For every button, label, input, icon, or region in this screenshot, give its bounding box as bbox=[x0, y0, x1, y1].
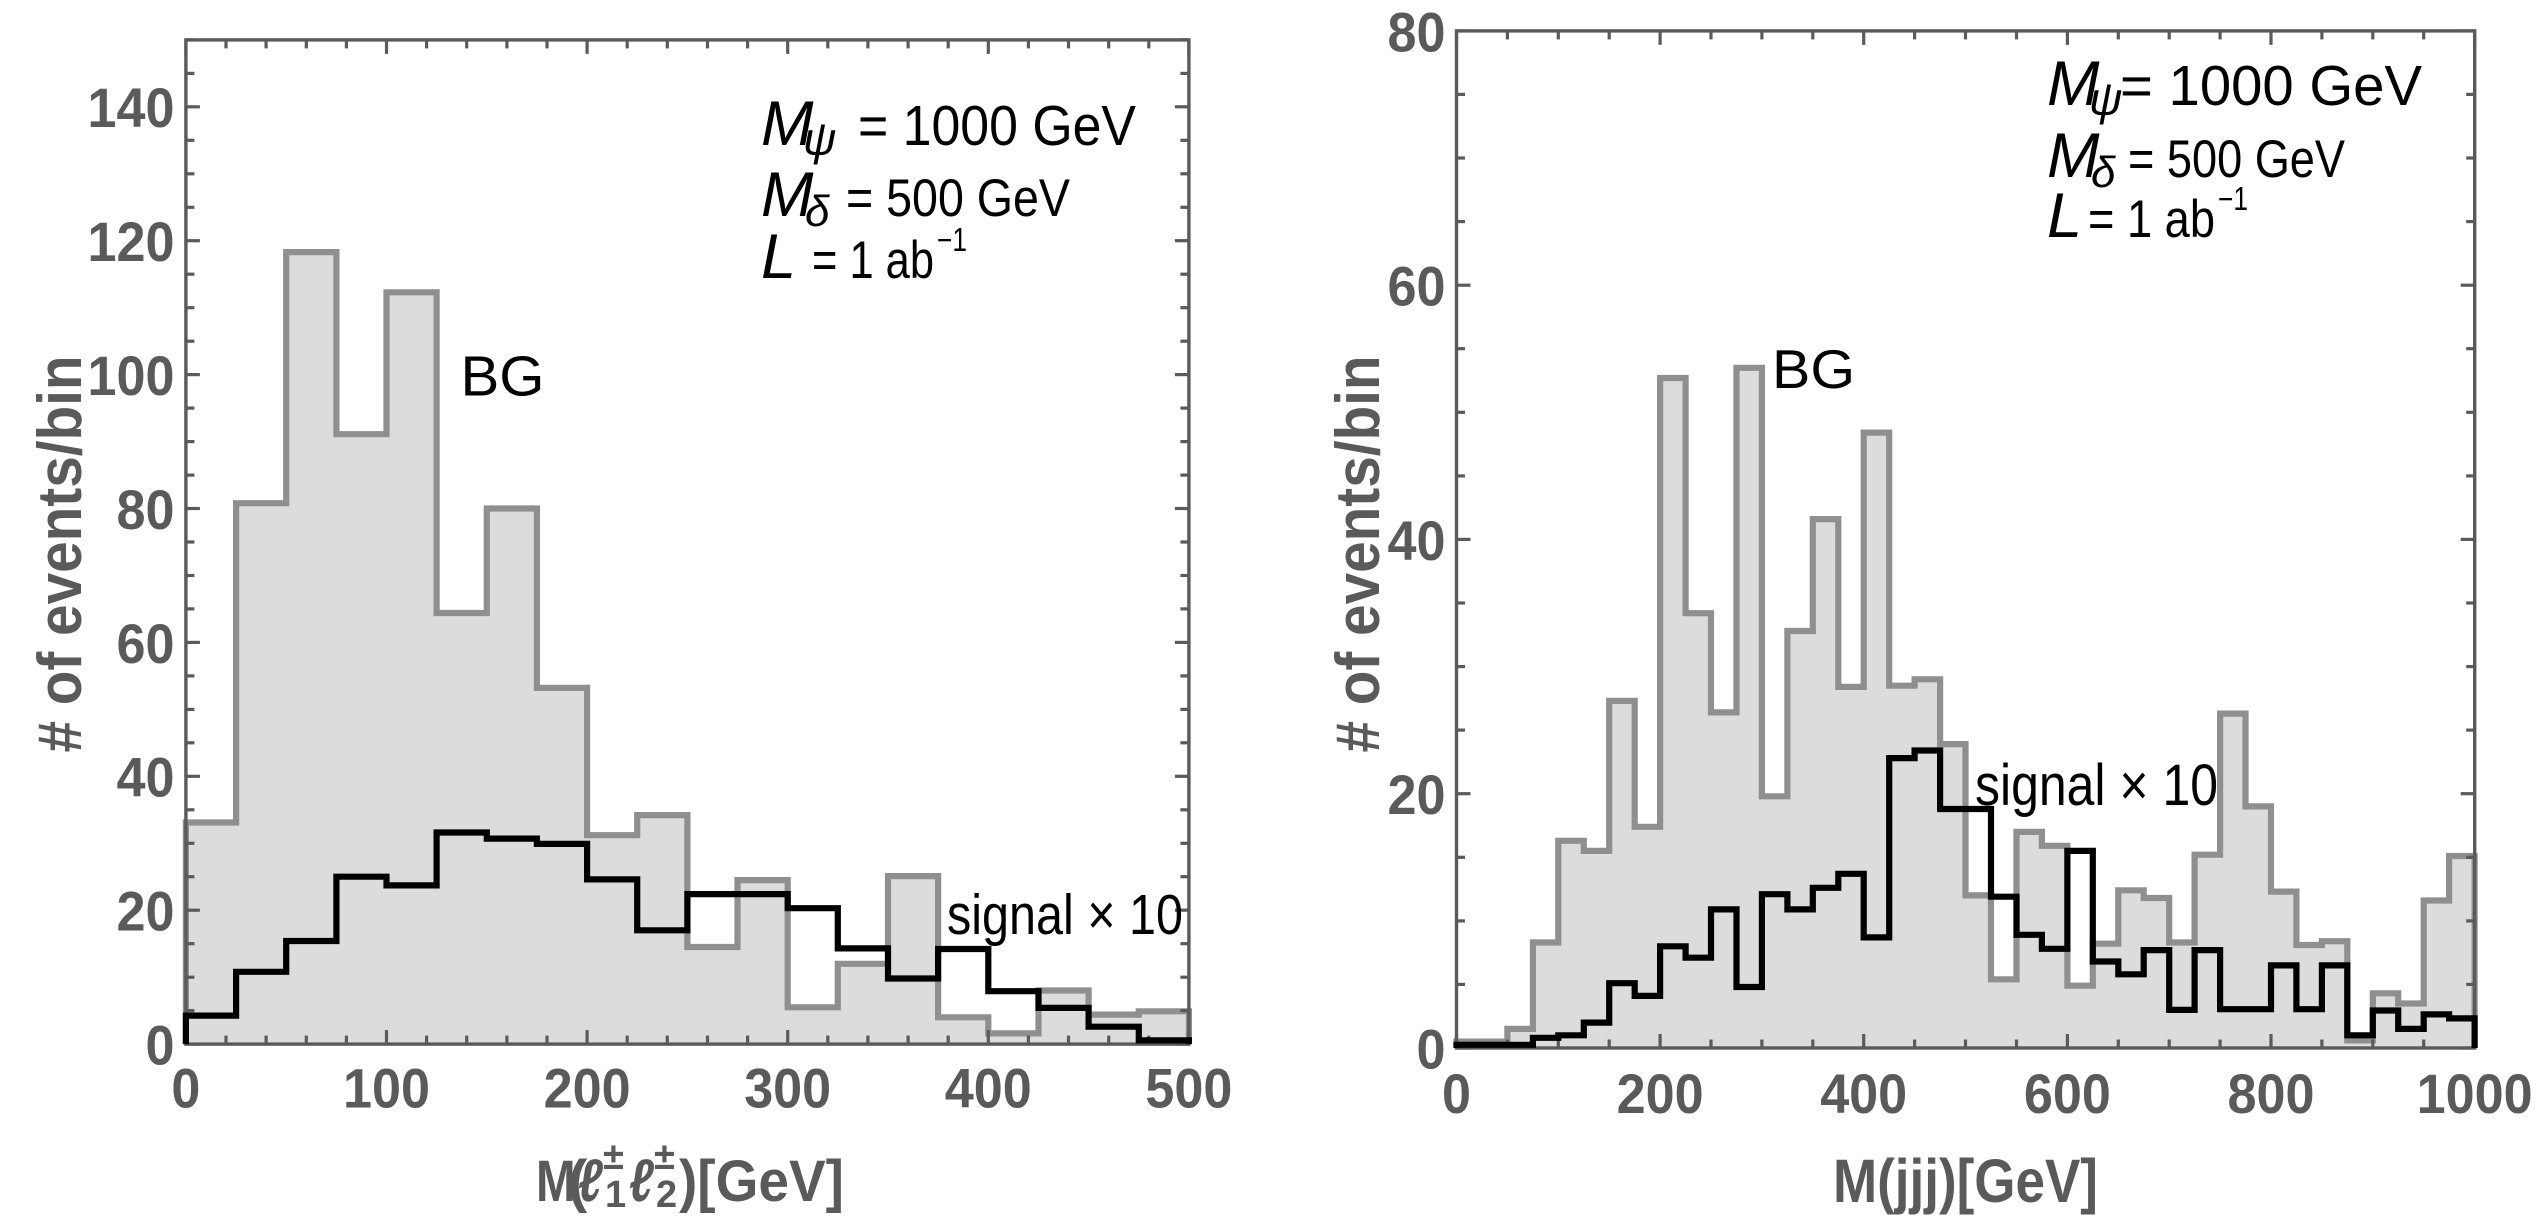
svg-text:120: 120 bbox=[88, 210, 175, 273]
svg-text:BG: BG bbox=[461, 345, 545, 409]
svg-text:80: 80 bbox=[1388, 0, 1446, 63]
svg-text:500: 500 bbox=[1145, 1057, 1232, 1120]
svg-text:400: 400 bbox=[1820, 1062, 1907, 1125]
svg-text:# of events/bin: # of events/bin bbox=[25, 355, 95, 752]
svg-text:20: 20 bbox=[117, 880, 175, 943]
svg-text:δ: δ bbox=[805, 187, 830, 236]
svg-text:L: L bbox=[2047, 181, 2082, 251]
svg-text:300: 300 bbox=[744, 1057, 831, 1120]
svg-text:BG: BG bbox=[1772, 338, 1855, 400]
svg-text:(: ( bbox=[568, 1149, 588, 1214]
svg-text:1000: 1000 bbox=[2417, 1062, 2533, 1125]
svg-text:M: M bbox=[761, 89, 814, 159]
svg-text:M: M bbox=[2047, 121, 2100, 191]
svg-text:60: 60 bbox=[1388, 255, 1446, 318]
svg-text:±: ± bbox=[654, 1136, 675, 1178]
svg-text:= 1 ab: = 1 ab bbox=[2088, 190, 2215, 249]
svg-text:M: M bbox=[536, 1150, 576, 1215]
svg-text:1: 1 bbox=[605, 1174, 626, 1216]
svg-text:= 500 GeV: = 500 GeV bbox=[2128, 130, 2346, 189]
svg-text:20: 20 bbox=[1388, 763, 1446, 826]
svg-text:signal × 10: signal × 10 bbox=[947, 883, 1183, 947]
svg-text:40: 40 bbox=[117, 746, 175, 809]
svg-text:ψ: ψ bbox=[803, 113, 836, 165]
svg-text:0: 0 bbox=[171, 1057, 200, 1120]
svg-text:40: 40 bbox=[1388, 509, 1446, 572]
svg-text:80: 80 bbox=[117, 478, 175, 541]
svg-text:100: 100 bbox=[88, 344, 175, 407]
svg-text:L: L bbox=[761, 222, 796, 292]
svg-text:0: 0 bbox=[146, 1014, 175, 1077]
svg-text:)[GeV]: )[GeV] bbox=[679, 1149, 844, 1214]
svg-text:0: 0 bbox=[1442, 1062, 1471, 1125]
svg-text:−1: −1 bbox=[2218, 180, 2248, 217]
svg-text:M: M bbox=[761, 160, 814, 230]
svg-text:100: 100 bbox=[343, 1057, 430, 1120]
svg-text:140: 140 bbox=[88, 76, 175, 139]
svg-text:# of events/bin: # of events/bin bbox=[1323, 355, 1393, 752]
svg-text:0: 0 bbox=[1417, 1017, 1446, 1080]
svg-text:M: M bbox=[2047, 49, 2100, 119]
svg-text:signal × 10: signal × 10 bbox=[1975, 753, 2218, 818]
svg-text:200: 200 bbox=[1617, 1062, 1704, 1125]
svg-text:60: 60 bbox=[117, 612, 175, 675]
svg-text:δ: δ bbox=[2091, 148, 2116, 197]
svg-text:ℓ: ℓ bbox=[629, 1147, 655, 1214]
svg-text:600: 600 bbox=[2024, 1062, 2111, 1125]
svg-text:= 1000 GeV: = 1000 GeV bbox=[858, 94, 1136, 158]
svg-text:2: 2 bbox=[656, 1174, 677, 1216]
svg-text:±: ± bbox=[603, 1136, 624, 1178]
svg-text:ℓ: ℓ bbox=[578, 1147, 604, 1214]
svg-text:400: 400 bbox=[945, 1057, 1032, 1120]
svg-text:ψ: ψ bbox=[2089, 73, 2122, 125]
svg-text:M(jjj)[GeV]: M(jjj)[GeV] bbox=[1833, 1148, 2098, 1216]
svg-text:−1: −1 bbox=[937, 221, 967, 258]
svg-text:= 1 ab: = 1 ab bbox=[812, 231, 934, 290]
svg-text:= 500 GeV: = 500 GeV bbox=[846, 169, 1071, 228]
svg-text:200: 200 bbox=[544, 1057, 631, 1120]
svg-text:= 1000 GeV: = 1000 GeV bbox=[2120, 54, 2422, 118]
svg-text:800: 800 bbox=[2228, 1062, 2315, 1125]
